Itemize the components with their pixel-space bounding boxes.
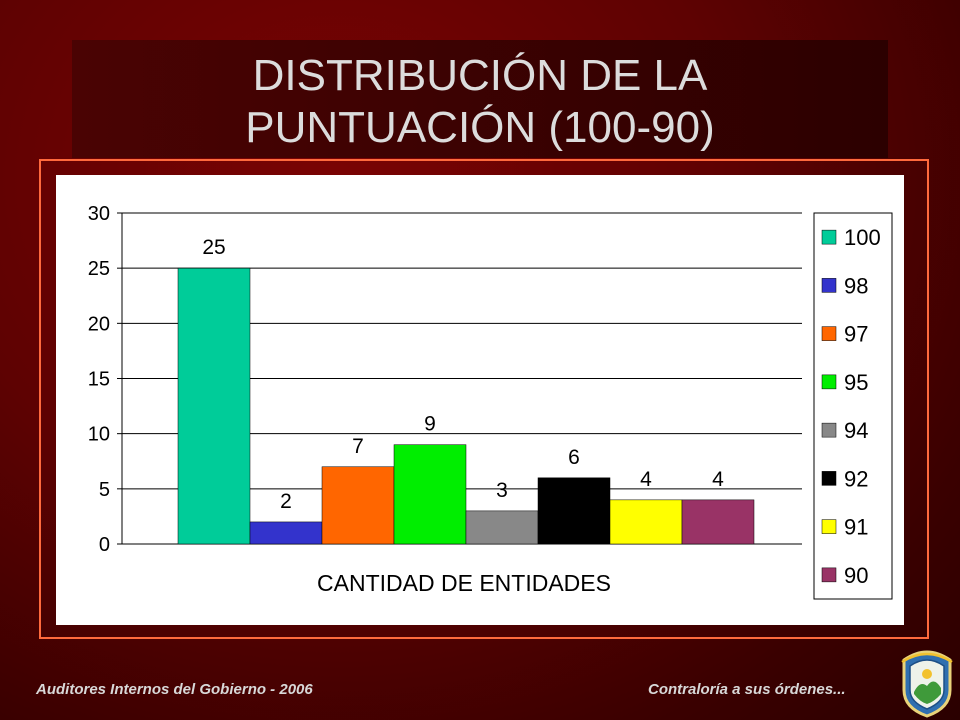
y-tick-label: 5 <box>99 479 110 501</box>
legend-swatch-100 <box>821 229 837 245</box>
bar-chart: 0 5 10 15 20 25 30 25 2 7 9 3 6 4 4 CANTIDAD DE ENTID… <box>88 203 893 600</box>
y-tick-label: 0 <box>99 534 110 556</box>
legend-swatch-90 <box>821 567 837 583</box>
data-label-90: 4 <box>712 468 724 491</box>
data-label-92: 6 <box>568 446 580 469</box>
legend-swatch-94 <box>821 422 837 438</box>
legend-label-95: 95 <box>844 370 868 395</box>
footer-left-text: Auditores Internos del Gobierno - 2006 <box>36 681 313 698</box>
title-line-1: DISTRIBUCIÓN DE LA <box>252 51 708 100</box>
data-label-94: 3 <box>496 479 508 502</box>
x-axis-label: CANTIDAD DE ENTIDADES <box>317 570 611 596</box>
legend-swatch-91 <box>821 519 837 534</box>
legend-swatch-95 <box>821 374 837 390</box>
y-tick-label: 30 <box>88 203 110 225</box>
chart-frame <box>39 159 929 639</box>
contraloria-seal-icon <box>901 650 953 718</box>
bar-94 <box>465 510 539 545</box>
legend-swatch-97 <box>821 326 837 341</box>
legend-box <box>813 212 893 600</box>
data-label-98: 2 <box>280 490 292 513</box>
y-tick-label: 10 <box>88 424 110 446</box>
data-label-100: 25 <box>202 236 225 259</box>
chart-area: 0 5 10 15 20 25 30 25 2 7 9 3 6 4 4 CANTIDAD DE ENTID… <box>56 175 904 625</box>
y-tick-label: 20 <box>88 313 110 335</box>
legend-label-98: 98 <box>844 273 868 298</box>
legend-label-92: 92 <box>844 466 868 491</box>
data-label-95: 9 <box>424 413 436 436</box>
data-label-97: 7 <box>352 435 364 458</box>
bar-100 <box>177 267 251 545</box>
bar-95 <box>393 444 467 545</box>
legend-label-91: 91 <box>844 515 868 540</box>
legend-swatch-98 <box>821 278 837 293</box>
y-tick-label: 15 <box>88 369 110 391</box>
legend-label-100: 100 <box>844 225 881 250</box>
title-line-2: PUNTUACIÓN (100-90) <box>245 103 715 152</box>
slide-title: DISTRIBUCIÓN DE LA PUNTUACIÓN (100-90) <box>72 50 888 154</box>
bar-98 <box>249 521 323 545</box>
legend-label-94: 94 <box>844 418 868 443</box>
bar-97 <box>321 466 395 545</box>
legend-label-97: 97 <box>844 322 868 347</box>
data-label-91: 4 <box>640 468 652 491</box>
bar-91 <box>609 499 683 545</box>
y-tick-label: 25 <box>88 258 110 280</box>
footer-right-text: Contraloría a sus órdenes... <box>648 681 846 698</box>
legend-label-90: 90 <box>844 563 868 588</box>
bar-90 <box>681 499 755 545</box>
bar-92 <box>537 477 611 545</box>
legend-swatch-92 <box>821 471 837 486</box>
title-banner: DISTRIBUCIÓN DE LA PUNTUACIÓN (100-90) <box>72 40 888 158</box>
